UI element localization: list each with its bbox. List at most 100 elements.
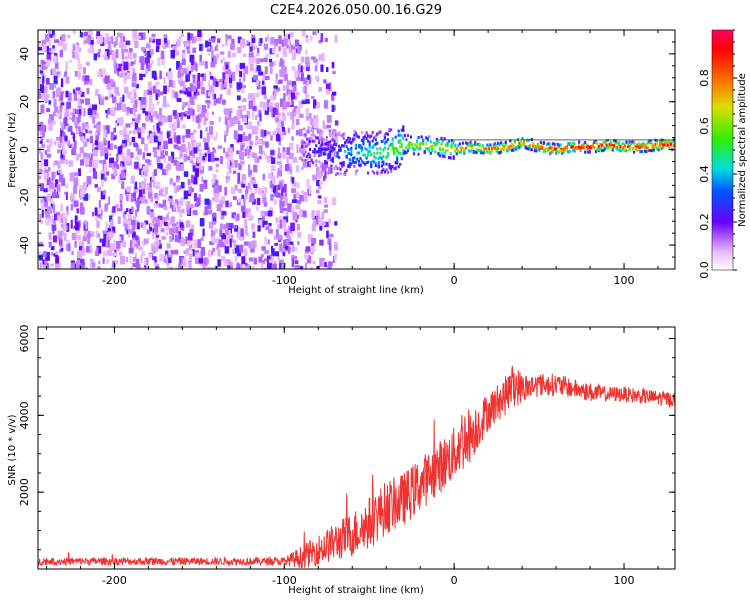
spectrogram-cell bbox=[72, 193, 75, 199]
spectrogram-cell bbox=[201, 43, 205, 50]
spectrogram-cell bbox=[212, 86, 215, 90]
spectrogram-cell bbox=[147, 135, 150, 140]
spectrogram-cell bbox=[295, 265, 300, 269]
spectrogram-cell bbox=[347, 136, 350, 140]
spectrogram-cell bbox=[248, 164, 251, 172]
spectrogram-cell bbox=[283, 195, 287, 199]
spectrogram-cell bbox=[449, 144, 452, 148]
spectrogram-cell bbox=[121, 169, 125, 179]
spectrogram-cell bbox=[356, 169, 359, 173]
spectrogram-cell bbox=[190, 65, 194, 72]
spectrogram-cell bbox=[147, 81, 152, 88]
spectrogram-cell bbox=[342, 172, 345, 176]
spectrogram-cell bbox=[65, 61, 69, 70]
spectrogram-cell bbox=[102, 190, 106, 195]
spectrogram-cell bbox=[169, 199, 174, 203]
spectrogram-cell bbox=[368, 150, 371, 153]
spectrogram-cell bbox=[400, 134, 403, 138]
spectrogram-cell bbox=[368, 135, 371, 139]
spectrogram-cell bbox=[49, 198, 54, 204]
spectrogram-cell bbox=[85, 98, 90, 106]
spectrogram-cell bbox=[141, 195, 146, 204]
spectrogram-cell bbox=[348, 158, 351, 162]
spectrogram-cell bbox=[57, 39, 63, 47]
spectrogram-cell bbox=[58, 238, 63, 246]
spectrogram-cell bbox=[122, 161, 125, 167]
spectrogram-cell bbox=[199, 61, 204, 66]
spectrogram-cell bbox=[145, 68, 148, 75]
colorbar-tick-label: 0.2 bbox=[698, 213, 711, 231]
spectrogram-cell bbox=[371, 131, 374, 134]
spectrogram-cell bbox=[623, 148, 627, 152]
spectrogram-cell bbox=[126, 106, 130, 113]
spectrogram-cell bbox=[365, 161, 368, 165]
spectrogram-cell bbox=[526, 146, 529, 150]
spectrogram-cell bbox=[291, 81, 297, 88]
spectrogram-cell bbox=[179, 153, 182, 159]
spectrogram-cell bbox=[259, 113, 262, 122]
spectrogram-cell bbox=[312, 139, 315, 143]
spectrogram-cell bbox=[100, 170, 105, 174]
spectrogram-cell bbox=[295, 165, 300, 173]
spectrogram-cell bbox=[66, 101, 71, 109]
spectrogram-cell bbox=[243, 179, 247, 188]
spectrogram-cell bbox=[115, 92, 121, 96]
spectrogram-cell bbox=[119, 97, 123, 105]
spectrogram-cell bbox=[237, 233, 243, 240]
spectrogram-cell bbox=[625, 140, 628, 144]
spectrogram-cell bbox=[97, 245, 102, 254]
spectrogram-cell bbox=[132, 35, 138, 43]
spectrogram-cell bbox=[120, 255, 125, 265]
spectrogram-cell bbox=[639, 150, 642, 154]
spectrogram-cell bbox=[135, 114, 138, 121]
spectrogram-cell bbox=[170, 49, 175, 59]
spectrogram-cell bbox=[134, 94, 137, 99]
spectrogram-cell bbox=[174, 203, 177, 207]
spectrogram-cell bbox=[106, 225, 112, 233]
spectrogram-cell bbox=[391, 138, 394, 142]
spectrogram-cell bbox=[262, 140, 266, 145]
spectrogram-cell bbox=[284, 164, 290, 172]
spectrogram-cell bbox=[157, 215, 163, 220]
spectrogram-cell bbox=[426, 138, 429, 142]
spectrogram-cell bbox=[310, 158, 313, 162]
spectrogram-cell bbox=[345, 168, 348, 172]
spectrogram-cell bbox=[73, 92, 78, 101]
spectrogram-cell bbox=[61, 177, 66, 186]
spectrogram-cell bbox=[284, 245, 289, 250]
spectrogram-cell bbox=[547, 142, 550, 146]
spectrogram-cell bbox=[47, 193, 51, 201]
spectrogram-cell bbox=[71, 250, 74, 255]
spectrogram-cell bbox=[383, 170, 386, 174]
spectrogram-cell bbox=[153, 169, 157, 176]
spectrogram-cell bbox=[132, 224, 135, 233]
spectrogram-cell bbox=[354, 170, 357, 173]
spectrogram-cell bbox=[173, 182, 176, 186]
spectrogram-cell bbox=[428, 135, 431, 139]
spectrogram-cell bbox=[95, 133, 99, 141]
spectrogram-cell bbox=[45, 59, 51, 67]
spectrogram-cell bbox=[286, 111, 290, 116]
spectrogram-cell bbox=[362, 136, 365, 140]
spectrogram-x-tick-label: 0 bbox=[451, 274, 458, 287]
spectrogram-cell bbox=[167, 71, 173, 80]
spectrogram-cell bbox=[186, 156, 191, 161]
spectrogram-cell bbox=[156, 156, 161, 165]
spectrogram-cell bbox=[148, 253, 152, 259]
spectrogram-cell bbox=[66, 106, 69, 114]
spectrogram-cell bbox=[422, 139, 425, 143]
spectrogram-cell bbox=[116, 71, 120, 76]
spectrogram-cell bbox=[125, 49, 129, 53]
spectrogram-cell bbox=[102, 78, 107, 83]
spectrogram-cell bbox=[314, 65, 318, 72]
spectrogram-cell bbox=[318, 154, 321, 158]
spectrogram-cell bbox=[229, 223, 234, 229]
spectrogram-cell bbox=[304, 144, 307, 148]
spectrogram-cell bbox=[172, 110, 177, 116]
spectrogram-cell bbox=[159, 145, 164, 152]
spectrogram-cell bbox=[555, 147, 558, 151]
spectrogram-cell bbox=[132, 256, 137, 263]
spectrogram-cell bbox=[584, 141, 587, 145]
spectrogram-cell bbox=[96, 71, 101, 78]
spectrogram-cell bbox=[117, 216, 121, 225]
